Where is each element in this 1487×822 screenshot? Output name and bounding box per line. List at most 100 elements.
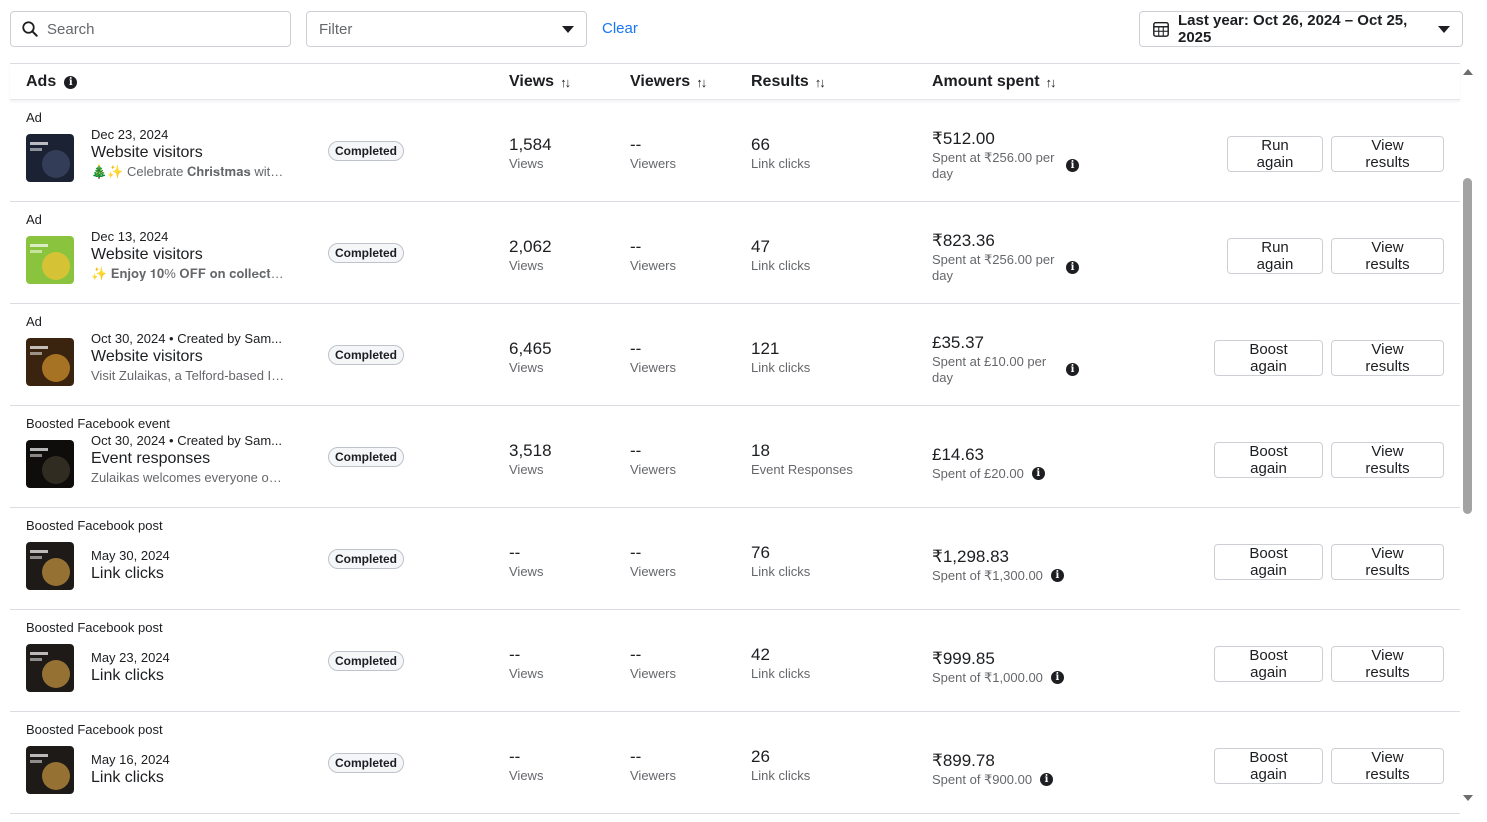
table-row[interactable]: Ad Oct 30, 2024 • Created by Sam... Webs… xyxy=(10,304,1460,406)
header-viewers-label: Viewers xyxy=(630,73,691,90)
viewers-value: -- xyxy=(630,339,642,358)
ad-objective[interactable]: Website visitors xyxy=(91,348,203,365)
amount-cell: £14.63 Spent of £20.00 i xyxy=(932,445,1045,482)
filter-dropdown[interactable]: Filter xyxy=(306,11,587,47)
view-results-button[interactable]: View results xyxy=(1331,748,1444,784)
views-cell: 6,465 Views xyxy=(509,339,552,375)
info-icon[interactable]: i xyxy=(1050,569,1064,582)
ad-type: Ad xyxy=(26,314,42,329)
clear-link[interactable]: Clear xyxy=(602,20,638,37)
boost-again-button[interactable]: Boost again xyxy=(1214,340,1323,376)
viewers-cell: -- Viewers xyxy=(630,339,676,375)
table-row[interactable]: Boosted Facebook post May 23, 2024 Link … xyxy=(10,610,1460,712)
header-amount-spent[interactable]: Amount spent ↑↓ xyxy=(932,73,1057,91)
viewers-cell: -- Viewers xyxy=(630,237,676,273)
results-label: Event Responses xyxy=(751,462,853,477)
table-row[interactable]: Boosted Facebook event Oct 30, 2024 • Cr… xyxy=(10,406,1460,508)
header-results[interactable]: Results ↑↓ xyxy=(751,73,826,91)
run-again-button[interactable]: Run again xyxy=(1227,238,1323,274)
ad-meta: Oct 30, 2024 • Created by Sam... Website… xyxy=(91,331,291,383)
ad-objective[interactable]: Event responses xyxy=(91,450,211,467)
view-results-button[interactable]: View results xyxy=(1331,136,1444,172)
sort-icon[interactable]: ↑↓ xyxy=(1045,74,1057,90)
chevron-down-icon xyxy=(1438,25,1450,33)
info-icon[interactable]: i xyxy=(1066,159,1079,172)
ad-thumbnail[interactable] xyxy=(26,236,74,284)
viewers-value: -- xyxy=(630,441,642,460)
info-icon[interactable]: i xyxy=(1040,773,1054,786)
ad-objective[interactable]: Website visitors xyxy=(91,144,203,161)
amount-value: £14.63 xyxy=(932,445,984,464)
date-range-picker[interactable]: Last year: Oct 26, 2024 – Oct 25, 2025 xyxy=(1139,11,1463,47)
ad-objective[interactable]: Link clicks xyxy=(91,769,164,786)
viewers-value: -- xyxy=(630,237,642,256)
ad-thumbnail-image xyxy=(26,746,74,794)
info-icon[interactable]: i xyxy=(1066,261,1079,274)
table-body: Ad Dec 23, 2024 Website visitors 🎄✨ Cele… xyxy=(10,100,1460,814)
status-badge: Completed xyxy=(328,243,405,263)
run-again-button[interactable]: Run again xyxy=(1227,136,1323,172)
boost-again-button[interactable]: Boost again xyxy=(1214,544,1323,580)
table-row[interactable]: Boosted Facebook post May 30, 2024 Link … xyxy=(10,508,1460,610)
scrollbar-thumb[interactable] xyxy=(1463,178,1472,514)
amount-value: ₹1,298.83 xyxy=(932,547,1009,566)
view-results-button[interactable]: View results xyxy=(1331,544,1444,580)
ad-thumbnail[interactable] xyxy=(26,644,74,692)
amount-value: ₹899.78 xyxy=(932,751,995,770)
sort-icon[interactable]: ↑↓ xyxy=(696,74,707,90)
viewers-value: -- xyxy=(630,543,642,562)
boost-again-button[interactable]: Boost again xyxy=(1214,646,1323,682)
ad-thumbnail-image xyxy=(26,338,74,386)
views-value: -- xyxy=(509,747,521,766)
view-results-button[interactable]: View results xyxy=(1331,646,1444,682)
ad-meta: Dec 13, 2024 Website visitors ✨ 𝐄𝐧𝐣𝐨𝐲 𝟏𝟎… xyxy=(91,229,291,282)
table-row[interactable]: Ad Dec 23, 2024 Website visitors 🎄✨ Cele… xyxy=(10,100,1460,202)
ad-thumbnail[interactable] xyxy=(26,134,74,182)
boost-again-button[interactable]: Boost again xyxy=(1214,748,1323,784)
ad-objective[interactable]: Link clicks xyxy=(91,565,164,582)
views-label: Views xyxy=(509,360,544,375)
info-icon[interactable]: i xyxy=(64,75,78,89)
info-icon[interactable]: i xyxy=(1066,363,1079,376)
header-views[interactable]: Views ↑↓ xyxy=(509,73,571,91)
view-results-button[interactable]: View results xyxy=(1331,238,1444,274)
info-icon[interactable]: i xyxy=(1050,671,1064,684)
ad-thumbnail[interactable] xyxy=(26,440,74,488)
view-results-button[interactable]: View results xyxy=(1331,340,1444,376)
ad-date: Oct 30, 2024 • Created by Sam... xyxy=(91,331,282,346)
results-cell: 18 Event Responses xyxy=(751,441,853,477)
results-value: 42 xyxy=(751,645,770,664)
info-icon[interactable]: i xyxy=(1031,467,1045,480)
results-value: 26 xyxy=(751,747,770,766)
table-row[interactable]: Boosted Facebook post May 16, 2024 Link … xyxy=(10,712,1460,814)
search-box[interactable] xyxy=(10,11,291,47)
table-row[interactable]: Ad Dec 13, 2024 Website visitors ✨ 𝐄𝐧𝐣𝐨𝐲… xyxy=(10,202,1460,304)
views-label: Views xyxy=(509,564,544,579)
chevron-down-icon xyxy=(562,25,574,33)
header-viewers[interactable]: Viewers ↑↓ xyxy=(630,73,707,91)
ad-thumbnail[interactable] xyxy=(26,338,74,386)
scroll-down-arrow[interactable] xyxy=(1463,795,1473,801)
views-value: -- xyxy=(509,645,521,664)
results-cell: 121 Link clicks xyxy=(751,339,810,375)
ad-date: May 23, 2024 xyxy=(91,650,170,665)
toolbar: Filter Clear Last year: Oct 26, 2024 – O… xyxy=(10,11,1463,47)
amount-label: Spent of ₹900.00 xyxy=(932,772,1033,787)
header-ads-label: Ads xyxy=(26,73,57,90)
results-cell: 76 Link clicks xyxy=(751,543,810,579)
ad-thumbnail-image xyxy=(26,644,74,692)
sort-icon[interactable]: ↑↓ xyxy=(814,74,826,90)
ad-thumbnail[interactable] xyxy=(26,746,74,794)
ad-thumbnail[interactable] xyxy=(26,542,74,590)
ad-type: Boosted Facebook event xyxy=(26,416,170,431)
scroll-up-arrow[interactable] xyxy=(1463,69,1473,75)
ad-date: May 30, 2024 xyxy=(91,548,170,563)
search-input[interactable] xyxy=(47,20,267,38)
results-cell: 47 Link clicks xyxy=(751,237,810,273)
view-results-button[interactable]: View results xyxy=(1331,442,1444,478)
boost-again-button[interactable]: Boost again xyxy=(1214,442,1323,478)
ad-objective[interactable]: Website visitors xyxy=(91,246,203,263)
sort-icon[interactable]: ↑↓ xyxy=(560,74,571,90)
views-label: Views xyxy=(509,462,544,477)
ad-objective[interactable]: Link clicks xyxy=(91,667,164,684)
